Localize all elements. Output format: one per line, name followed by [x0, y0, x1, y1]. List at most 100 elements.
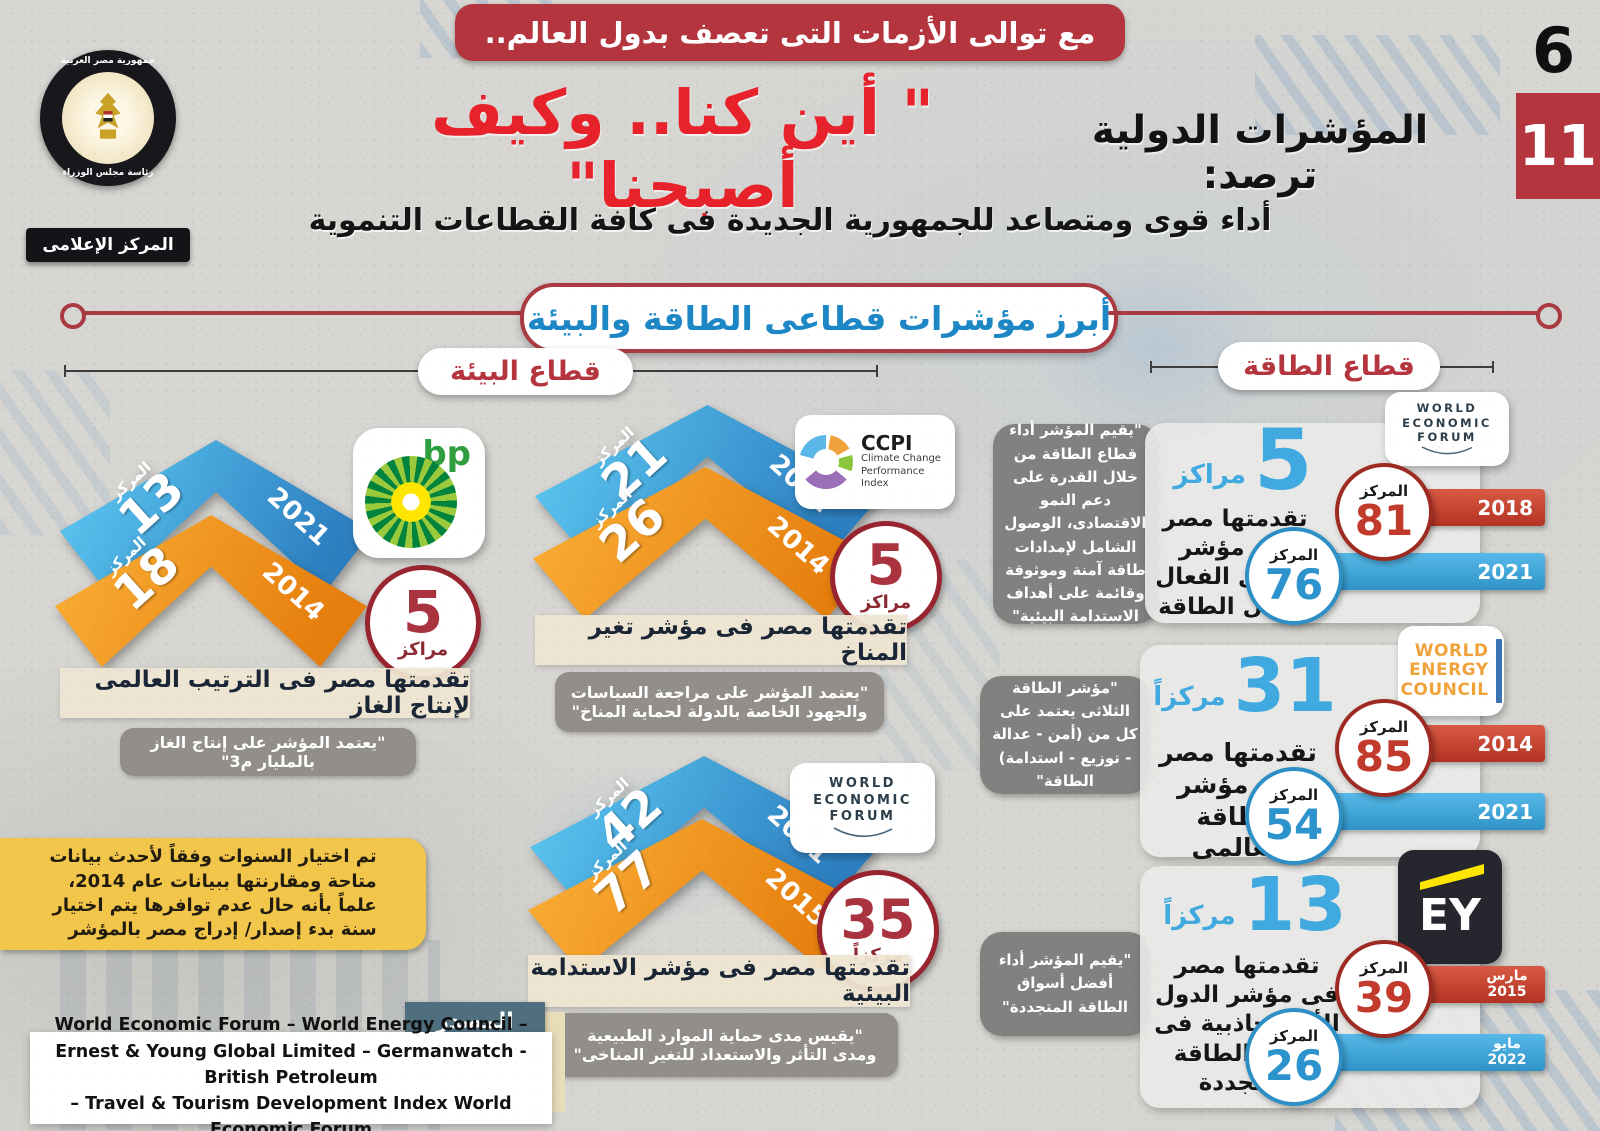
wef-swoosh-icon — [833, 827, 892, 838]
new-year: 2021 — [1477, 559, 1533, 584]
top-banner-text: مع توالى الأزمات التى تعصف بدول العالم.. — [484, 15, 1096, 50]
improvement: 5 مراكز — [1153, 411, 1333, 509]
section-header-pill: أبرز مؤشرات قطاعى الطاقة والبيئة — [520, 283, 1118, 353]
wef-logo: WORLD ECONOMIC FORUM — [1385, 392, 1509, 466]
wef-line: FORUM — [829, 809, 896, 825]
rank-word: المركز — [1359, 959, 1409, 977]
bp-helios-icon — [365, 456, 457, 548]
emblem-bottom-text: رئاسة مجلس الوزراء — [62, 168, 154, 178]
improvement-circle: 5 مراكز — [830, 521, 942, 633]
divider-line — [1440, 366, 1492, 368]
ccpi-donut-icon — [799, 435, 853, 489]
rank-number: 54 — [1264, 800, 1324, 849]
wef-line: WORLD — [1416, 400, 1478, 415]
rank-word: المركز — [1269, 786, 1319, 804]
wec-line: WORLD — [1414, 640, 1489, 661]
divider-line — [633, 370, 876, 372]
improvement-unit: مركزاً — [1153, 681, 1226, 712]
connector-ring-left — [60, 303, 86, 329]
title-quote: " أين كنا.. وكيف أصبحنا" — [431, 76, 934, 222]
top-banner: مع توالى الأزمات التى تعصف بدول العالم.. — [455, 4, 1125, 61]
group-note: "يعتمد المؤشر على إنتاج الغاز بالمليار م… — [120, 728, 416, 776]
divider-tick — [64, 365, 66, 377]
rank-word: المركز — [1359, 482, 1409, 500]
energy-sector-pill: قطاع الطاقة — [1218, 342, 1440, 390]
improvement-number: 5 — [402, 578, 444, 647]
improvement: 13 مركزاً — [1155, 868, 1355, 942]
ccpi-title: CCPI — [861, 431, 913, 456]
page-number: 6 — [1532, 14, 1576, 87]
improvement-number: 35 — [840, 888, 916, 952]
improvement-circle: 5 مراكز — [365, 565, 481, 681]
rank-word: المركز — [1269, 546, 1319, 564]
group-note: "يعتمد المؤشر على مراجعة السياسات والجهو… — [555, 672, 884, 732]
ccpi-subtitle: Climate Change Performance Index — [861, 453, 941, 490]
connector-line-left — [82, 311, 522, 315]
old-year: 2018 — [1477, 495, 1533, 520]
env-group-sustainability: المركز 42 2021 المركز 77 2015 WORLD ECON… — [525, 743, 945, 1083]
env-group-climate: المركز 21 2022 المركز 26 2014 CCPI Clima… — [530, 393, 955, 732]
group-note: "يقيس مدى حماية الموارد الطبيعية ومدى ال… — [552, 1013, 898, 1077]
old-rank-circle: المركز 81 — [1335, 463, 1433, 561]
environment-sector-pill: قطاع البيئة — [418, 348, 633, 395]
rank-word: المركز — [1269, 1027, 1319, 1045]
wef-swoosh-icon — [1421, 446, 1473, 455]
ey-beam-icon — [1420, 864, 1484, 890]
new-year: 2021 — [1477, 799, 1533, 824]
env-group-gas: المركز 13 2021 المركز 18 2014 bp 5 مراكز… — [55, 425, 485, 780]
ey-wordmark: EY — [1419, 890, 1481, 941]
energy-quote-3: "يقيم المؤشر أداء أفضل أسواق الطاقة المت… — [980, 932, 1150, 1036]
divider-tick — [1492, 361, 1494, 373]
new-rank-circle: المركز 76 — [1245, 527, 1343, 625]
emblem-top-text: جمهورية مصر العربية — [60, 56, 156, 66]
improvement-number: 31 — [1233, 643, 1337, 729]
connector-line-right — [1108, 311, 1540, 315]
new-year: مايو 2022 — [1487, 1036, 1527, 1068]
title-prefix: المؤشرات الدولية ترصد: — [1091, 108, 1429, 198]
wef-logo: WORLD ECONOMIC FORUM — [790, 763, 935, 853]
wef-line: FORUM — [1417, 430, 1477, 445]
emblem-ribbon: المركز الإعلامى — [26, 228, 190, 262]
group-caption: تقدمتها مصر فى الترتيب العالمى لإنتاج ال… — [60, 667, 470, 719]
divider-line — [66, 370, 418, 372]
subtitle: أداء قوى ومتصاعد للجمهورية الجديدة فى كا… — [308, 203, 1272, 238]
new-rank-circle: المركز 26 — [1245, 1008, 1343, 1106]
wec-line: COUNCIL — [1400, 679, 1489, 700]
rank-number: 81 — [1354, 496, 1414, 545]
improvement-unit: مراكز — [397, 638, 449, 660]
wec-bar-icon — [1495, 639, 1502, 703]
wef-line: ECONOMIC — [1402, 415, 1492, 430]
improvement: 31 مركزاً — [1150, 643, 1340, 729]
energy-quote-1: "يقيم المؤشر أداء قطاع الطاقة من خلال ال… — [993, 421, 1158, 625]
wec-logo: WORLD ENERGY COUNCIL — [1398, 626, 1504, 716]
government-emblem: جمهورية مصر العربية رئاسة مجلس الوزراء ا… — [26, 50, 190, 268]
new-rank-circle: المركز 54 — [1245, 767, 1343, 865]
improvement-unit: مركزاً — [1163, 900, 1236, 931]
rank-number: 85 — [1354, 732, 1414, 781]
page-badge: 11 — [1516, 93, 1600, 199]
improvement-unit: مراكز — [1173, 460, 1247, 491]
chevron-old: المركز 18 2014 — [55, 515, 367, 667]
rank-number: 76 — [1264, 560, 1324, 609]
ey-logo: EY — [1398, 850, 1502, 964]
improvement-number: 5 — [866, 533, 906, 599]
old-rank-circle: المركز 85 — [1335, 699, 1433, 797]
improvement-number: 5 — [1254, 411, 1313, 509]
bp-logo: bp — [353, 428, 485, 558]
wef-line: WORLD — [829, 775, 896, 791]
old-year: مارس 2015 — [1486, 968, 1528, 1000]
divider-line — [1152, 366, 1218, 368]
ccpi-logo: CCPI Climate Change Performance Index — [795, 415, 955, 509]
group-caption: تقدمتها مصر فى مؤشر الاستدامة البيئية — [528, 955, 910, 1007]
rank-number: 39 — [1354, 973, 1414, 1022]
old-rank-circle: المركز 39 — [1335, 940, 1433, 1038]
rank-number: 26 — [1264, 1041, 1324, 1090]
wec-line: ENERGY — [1409, 660, 1489, 681]
rank-word: المركز — [1359, 718, 1409, 736]
eagle-svg — [95, 92, 121, 139]
footnote-box: تم اختيار السنوات وفقاً لأحدث بيانات متا… — [0, 838, 426, 950]
wef-line: ECONOMIC — [813, 792, 912, 808]
group-caption: تقدمتها مصر فى مؤشر تغير المناخ — [535, 614, 907, 666]
source-text: World Economic Forum – World Energy Coun… — [30, 1015, 552, 1131]
